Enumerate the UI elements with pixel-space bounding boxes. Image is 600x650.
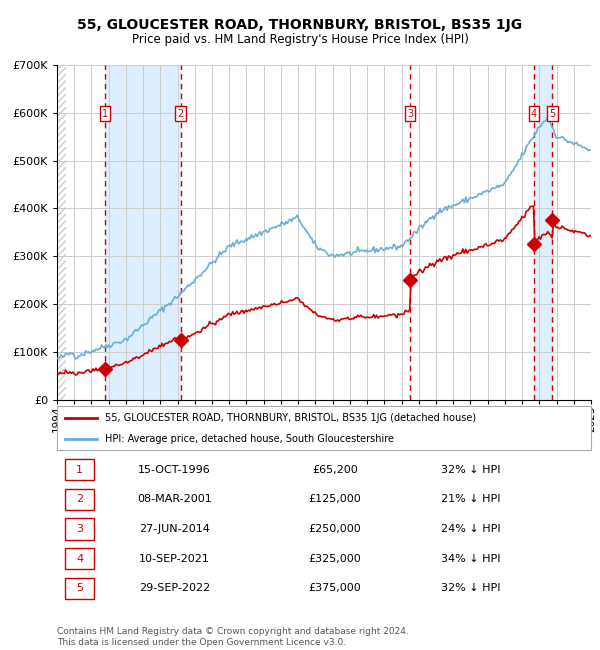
Text: 34% ↓ HPI: 34% ↓ HPI xyxy=(442,554,501,564)
Bar xyxy=(534,65,552,400)
Text: 4: 4 xyxy=(531,109,537,118)
Text: 1: 1 xyxy=(102,109,108,118)
Bar xyxy=(57,65,65,400)
Text: 21% ↓ HPI: 21% ↓ HPI xyxy=(442,495,501,504)
Text: 10-SEP-2021: 10-SEP-2021 xyxy=(139,554,210,564)
Text: £125,000: £125,000 xyxy=(308,495,361,504)
Text: Contains HM Land Registry data © Crown copyright and database right 2024.
This d: Contains HM Land Registry data © Crown c… xyxy=(57,627,409,647)
Bar xyxy=(65,519,94,540)
Text: 32% ↓ HPI: 32% ↓ HPI xyxy=(442,584,501,593)
Text: 55, GLOUCESTER ROAD, THORNBURY, BRISTOL, BS35 1JG: 55, GLOUCESTER ROAD, THORNBURY, BRISTOL,… xyxy=(77,18,523,32)
Text: 29-SEP-2022: 29-SEP-2022 xyxy=(139,584,210,593)
Text: 27-JUN-2014: 27-JUN-2014 xyxy=(139,524,210,534)
Text: HPI: Average price, detached house, South Gloucestershire: HPI: Average price, detached house, Sout… xyxy=(105,434,394,444)
Text: 32% ↓ HPI: 32% ↓ HPI xyxy=(442,465,501,474)
Bar xyxy=(65,578,94,599)
Text: 55, GLOUCESTER ROAD, THORNBURY, BRISTOL, BS35 1JG (detached house): 55, GLOUCESTER ROAD, THORNBURY, BRISTOL,… xyxy=(105,413,476,423)
Text: 5: 5 xyxy=(549,109,556,118)
Text: 4: 4 xyxy=(76,554,83,564)
Bar xyxy=(65,459,94,480)
Text: £325,000: £325,000 xyxy=(308,554,361,564)
Text: 3: 3 xyxy=(76,524,83,534)
Text: 1: 1 xyxy=(76,465,83,474)
Text: 2: 2 xyxy=(76,495,83,504)
Text: 2: 2 xyxy=(178,109,184,118)
Text: Price paid vs. HM Land Registry's House Price Index (HPI): Price paid vs. HM Land Registry's House … xyxy=(131,32,469,46)
Text: 3: 3 xyxy=(407,109,413,118)
Text: 15-OCT-1996: 15-OCT-1996 xyxy=(138,465,211,474)
Text: £250,000: £250,000 xyxy=(308,524,361,534)
Text: £65,200: £65,200 xyxy=(312,465,358,474)
Bar xyxy=(65,489,94,510)
Bar xyxy=(105,65,181,400)
Text: 5: 5 xyxy=(76,584,83,593)
Text: £375,000: £375,000 xyxy=(308,584,361,593)
Text: 08-MAR-2001: 08-MAR-2001 xyxy=(137,495,212,504)
Text: 24% ↓ HPI: 24% ↓ HPI xyxy=(442,524,501,534)
Bar xyxy=(65,548,94,569)
